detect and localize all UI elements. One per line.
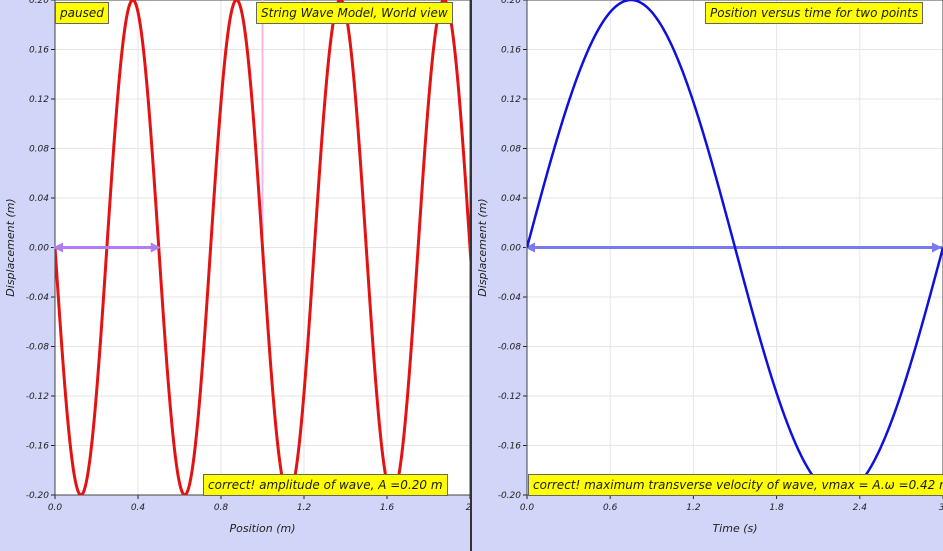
y-tick-labels: 0.20 0.16 0.12 0.08 0.04 0.00 -0.04 -0.08 -0.12 -… — [26, 0, 50, 501]
y-tick-label: -0.04 — [26, 293, 50, 303]
string-wave-plot[interactable]: 0.20 0.16 0.12 0.08 0.04 0.00 -0.04 -0.08 -0.12 -… — [0, 0, 470, 551]
panel-title: Position versus time for two points — [705, 2, 924, 24]
y-tick-label: -0.12 — [498, 392, 522, 402]
x-tick-label: 0.4 — [131, 503, 146, 513]
y-tick-label: 0.12 — [29, 95, 49, 105]
x-tick-label: 1.6 — [380, 503, 395, 513]
x-tick-label: 0.0 — [520, 503, 535, 513]
panel-divider — [470, 0, 472, 551]
y-tick-labels: 0.20 0.16 0.12 0.08 0.04 0.00 -0.04 -0.08 -0.12 -… — [498, 0, 522, 501]
x-tick-label: 1.8 — [769, 503, 784, 513]
y-tick-label: -0.08 — [498, 343, 522, 353]
y-tick-label: 0.12 — [501, 95, 521, 105]
arrow-tail — [53, 242, 63, 253]
y-tick-label: 0.00 — [29, 244, 49, 254]
status-label: paused — [55, 2, 109, 24]
arrow-head — [150, 242, 161, 253]
x-tick-labels: 0.0 0.4 0.8 1.2 1.6 2. — [48, 503, 470, 513]
y-tick-label: 0.08 — [29, 145, 49, 155]
y-tick-label: 0.00 — [501, 244, 521, 254]
y-axis-label: Displacement (m) — [4, 198, 17, 296]
x-tick-label: 0.6 — [603, 503, 618, 513]
wave-curve — [55, 0, 470, 495]
x-tick-label: 1.2 — [297, 503, 312, 513]
y-tick-label: 0.16 — [29, 46, 49, 56]
y-tick-label: -0.16 — [26, 442, 50, 452]
x-axis-label: Position (m) — [229, 522, 295, 535]
x-tick-labels: 0.0 0.6 1.2 1.8 2.4 3. — [520, 503, 943, 513]
position-time-plot[interactable]: 0.20 0.16 0.12 0.08 0.04 0.00 -0.04 -0.08 -0.12 -… — [472, 0, 943, 551]
panel-title: String Wave Model, World view — [256, 2, 453, 24]
x-tick-label: 1.2 — [686, 503, 701, 513]
x-tick-label: 2. — [466, 503, 470, 513]
y-tick-label: -0.12 — [26, 392, 50, 402]
y-tick-label: -0.08 — [26, 343, 50, 353]
x-tick-label: 0.0 — [48, 503, 63, 513]
y-tick-label: 0.04 — [501, 194, 521, 204]
world-view-panel: 0.20 0.16 0.12 0.08 0.04 0.00 -0.04 -0.08 -0.12 -… — [0, 0, 470, 551]
y-tick-label: 0.20 — [29, 0, 49, 6]
time-graph-panel: 0.20 0.16 0.12 0.08 0.04 0.00 -0.04 -0.08 -0.12 -… — [472, 0, 943, 551]
y-tick-label: -0.04 — [498, 293, 522, 303]
arrow-tail — [525, 242, 535, 253]
y-tick-label: 0.16 — [501, 46, 521, 56]
x-axis-label: Time (s) — [712, 522, 757, 535]
x-tick-label: 2.4 — [853, 503, 868, 513]
feedback-message: correct! amplitude of wave, A =0.20 m — [203, 474, 448, 496]
feedback-message: correct! maximum transverse velocity of … — [528, 474, 943, 496]
wavelength-arrow[interactable] — [53, 242, 161, 253]
y-tick-label: 0.20 — [501, 0, 521, 6]
y-tick-label: 0.08 — [501, 145, 521, 155]
y-tick-label: 0.04 — [29, 194, 49, 204]
x-tick-label: 0.8 — [214, 503, 229, 513]
y-tick-label: -0.20 — [26, 491, 50, 501]
y-tick-label: -0.20 — [498, 491, 522, 501]
y-axis-label: Displacement (m) — [476, 198, 489, 296]
arrow-head — [932, 242, 942, 253]
y-tick-label: -0.16 — [498, 442, 522, 452]
x-tick-label: 3. — [939, 503, 943, 513]
displacement-curve — [527, 0, 943, 495]
